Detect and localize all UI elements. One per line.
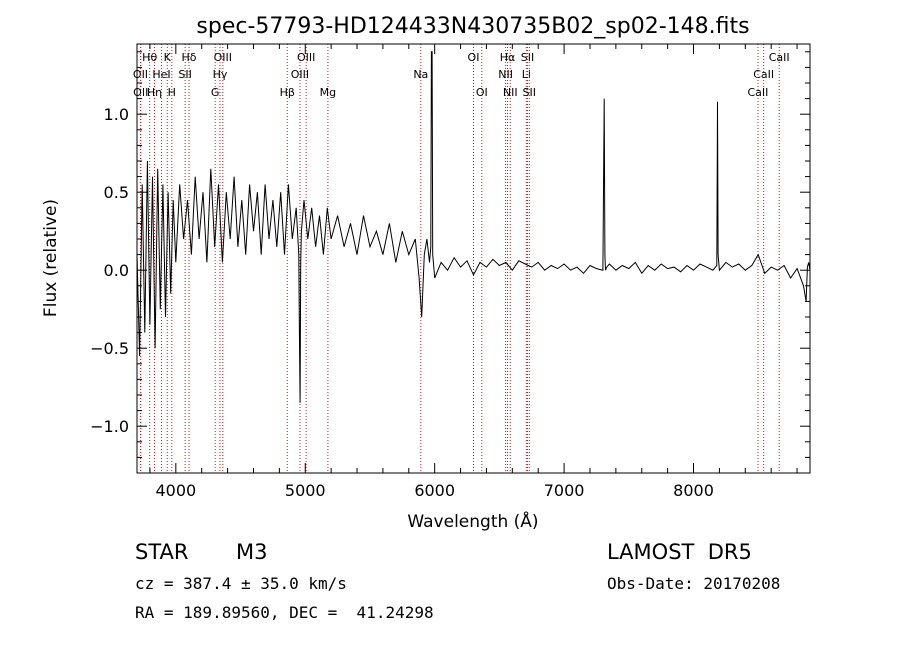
y-tick-label: 0.5 — [104, 183, 129, 202]
marker-label: CaII — [748, 86, 769, 99]
coordinates: RA = 189.89560, DEC = 41.24298 — [135, 603, 434, 622]
marker-label: SII — [521, 51, 534, 64]
x-tick-label: 6000 — [414, 481, 455, 500]
marker-label: Hδ — [182, 51, 197, 64]
y-tick-label: −0.5 — [90, 339, 129, 358]
plot-frame — [136, 43, 811, 474]
marker-label: Hη — [147, 86, 162, 99]
y-tick-label: 0.0 — [104, 261, 129, 280]
marker-label: NII — [498, 68, 513, 81]
marker-label: CaII — [753, 68, 774, 81]
object-class: STAR — [135, 540, 189, 564]
marker-label: NII — [503, 86, 518, 99]
marker-label: H — [168, 86, 176, 99]
obs-date: Obs-Date: 20170208 — [607, 574, 781, 593]
spectrum-chart: spec-57793-HD124433N430735B02_sp02-148.f… — [41, 14, 811, 532]
marker-label: Na — [413, 68, 428, 81]
marker-label: Mg — [320, 86, 336, 99]
y-axis: −1.0 −0.5 0.0 0.5 1.0 — [90, 51, 810, 458]
redshift-line: cz = 387.4 ± 35.0 km/s — [135, 574, 347, 593]
y-tick-label: 1.0 — [104, 105, 129, 124]
x-tick-label: 7000 — [544, 481, 585, 500]
marker-label: SII — [523, 86, 536, 99]
marker-label: G — [211, 86, 220, 99]
marker-label: Li — [522, 68, 531, 81]
marker-label: Hβ — [280, 86, 295, 99]
x-axis: 4000 5000 6000 7000 8000 — [149, 44, 798, 500]
marker-label: OIII — [214, 51, 232, 64]
y-axis-label: Flux (relative) — [41, 199, 61, 317]
marker-label: SII — [178, 68, 191, 81]
marker-label: Hθ — [142, 51, 157, 64]
marker-label: OIII — [291, 68, 309, 81]
marker-label: K — [164, 51, 172, 64]
plot-area: 4000 5000 6000 7000 8000 −1.0 −0.5 0.0 0.5 1.0 — [90, 43, 811, 500]
marker-label: Hγ — [213, 68, 228, 81]
x-tick-label: 4000 — [155, 481, 196, 500]
marker-label: CaII — [769, 51, 790, 64]
chart-title: spec-57793-HD124433N430735B02_sp02-148.f… — [196, 14, 749, 39]
x-tick-label: 8000 — [673, 481, 714, 500]
marker-label: OI — [476, 86, 488, 99]
marker-label: Hα — [500, 51, 516, 64]
survey-label: LAMOST DR5 — [607, 540, 752, 564]
x-tick-label: 5000 — [285, 481, 326, 500]
marker-label: HeI — [152, 68, 170, 81]
marker-label: OIII — [297, 51, 315, 64]
subclass: M3 — [236, 540, 268, 564]
marker-label: OI — [468, 51, 480, 64]
x-axis-label: Wavelength (Å) — [407, 510, 538, 532]
spectrum-line — [136, 51, 811, 403]
y-tick-label: −1.0 — [90, 417, 129, 436]
